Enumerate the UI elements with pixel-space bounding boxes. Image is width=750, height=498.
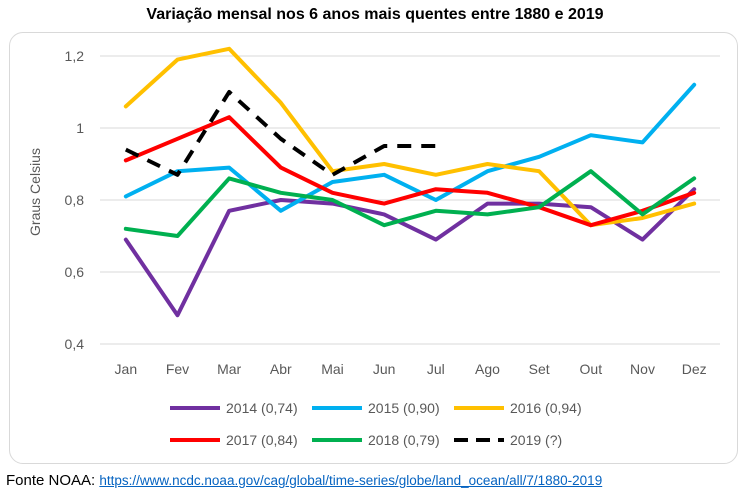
series-line-0 — [123, 187, 697, 318]
x-tick-label: Mai — [321, 361, 344, 377]
series-line-4 — [123, 169, 697, 238]
series-line-1 — [123, 82, 697, 213]
y-tick-label: 0,6 — [65, 264, 85, 280]
legend-label-3: 2017 (0,84) — [226, 432, 298, 448]
y-tick-label: 0,8 — [65, 192, 85, 208]
x-tick-label: Jun — [373, 361, 396, 377]
line-chart: 0,4 0,6 0,8 1 1,2 Graus Celsius Jan Fev Mar Abr Ma… — [27, 46, 720, 448]
y-axis-label: Graus Celsius — [27, 148, 43, 236]
series-line-3 — [123, 115, 697, 228]
legend-label-4: 2018 (0,79) — [368, 432, 440, 448]
x-tick-label: Set — [529, 361, 550, 377]
x-tick-label: Jul — [427, 361, 445, 377]
y-tick-label: 0,4 — [65, 336, 85, 352]
x-tick-label: Out — [580, 361, 603, 377]
source-link[interactable]: https://www.ncdc.noaa.gov/cag/global/tim… — [99, 473, 603, 488]
x-tick-label: Dez — [682, 361, 707, 377]
source-line: Fonte NOAA: https://www.ncdc.noaa.gov/ca… — [6, 472, 602, 489]
x-tick-label: Abr — [270, 361, 292, 377]
y-tick-label: 1 — [76, 120, 84, 136]
y-tick-label: 1,2 — [65, 48, 85, 64]
legend-label-0: 2014 (0,74) — [226, 400, 298, 416]
x-tick-label: Nov — [630, 361, 655, 377]
series-line-5 — [124, 90, 436, 177]
x-tick-label: Mar — [217, 361, 241, 377]
legend-label-2: 2016 (0,94) — [510, 400, 582, 416]
source-label: Fonte NOAA: — [6, 472, 96, 489]
legend-label-1: 2015 (0,90) — [368, 400, 440, 416]
legend-label-5: 2019 (?) — [510, 432, 562, 448]
x-tick-label: Jan — [115, 361, 138, 377]
x-tick-label: Fev — [166, 361, 189, 377]
chart-title: Variação mensal nos 6 anos mais quentes … — [146, 6, 604, 23]
chart-frame — [9, 32, 738, 464]
x-tick-label: Ago — [475, 361, 500, 377]
